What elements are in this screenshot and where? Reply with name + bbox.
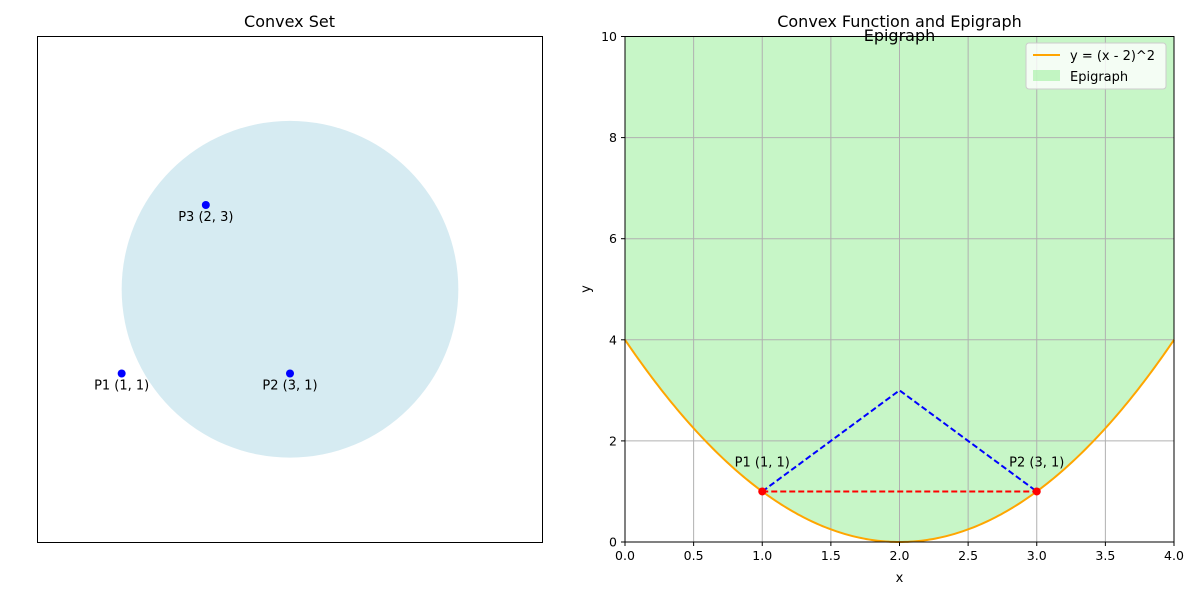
left-point-1 xyxy=(117,369,126,378)
x-tick-label-0: 0.0 xyxy=(615,548,635,563)
right-point-label-1: P1 (1, 1) xyxy=(735,455,790,470)
x-tick-label-8: 4.0 xyxy=(1164,548,1184,563)
x-tick-label-6: 3.0 xyxy=(1027,548,1047,563)
right-point-label-2: P2 (3, 1) xyxy=(1009,455,1064,470)
right-point-1 xyxy=(758,487,767,496)
x-axis-ticks: 0.0 0.5 1.0 1.5 2.0 2.5 3.0 3.5 4.0 xyxy=(615,542,1184,563)
left-point-3 xyxy=(201,201,210,209)
x-tick-label-5: 2.5 xyxy=(958,548,978,563)
legend-curve-label: y = (x - 2)^2 xyxy=(1070,49,1155,64)
left-chart-title: Convex Set xyxy=(244,12,335,31)
y-axis-ticks: 0 2 4 6 8 10 xyxy=(601,29,625,550)
legend: y = (x - 2)^2 Epigraph xyxy=(1025,42,1167,90)
x-tick-label-3: 1.5 xyxy=(821,548,841,563)
y-tick-label-5: 10 xyxy=(601,29,617,44)
right-point-2 xyxy=(1032,487,1041,496)
y-tick-label-1: 2 xyxy=(609,433,617,448)
epigraph-annotation: Epigraph xyxy=(864,26,936,45)
legend-epigraph-swatch xyxy=(1033,70,1060,81)
y-tick-label-0: 0 xyxy=(609,535,617,550)
legend-epigraph-label: Epigraph xyxy=(1070,70,1128,85)
left-point-label-3: P3 (2, 3) xyxy=(178,210,233,225)
left-points-layer: P1 (1, 1) P2 (3, 1) P3 (2, 3) xyxy=(94,201,318,394)
left-point-label-1: P1 (1, 1) xyxy=(94,379,149,394)
segments-layer xyxy=(761,389,1038,493)
legend-box xyxy=(1025,42,1167,90)
y-tick-label-3: 6 xyxy=(609,231,617,246)
y-axis-label: y xyxy=(579,285,594,293)
convex-set-panel: Convex Set P1 (1, 1) P2 (3, 1) P3 (2, 3) xyxy=(37,12,543,543)
left-point-2 xyxy=(286,369,294,378)
x-tick-label-4: 2.0 xyxy=(890,548,910,563)
left-axes-frame xyxy=(37,36,543,543)
x-axis-label: x xyxy=(896,571,904,586)
y-tick-label-2: 4 xyxy=(609,332,617,347)
left-point-label-2: P2 (3, 1) xyxy=(262,379,317,394)
right-points-layer: P1 (1, 1) P2 (3, 1) xyxy=(735,455,1064,496)
dashed-segment-2 xyxy=(761,389,1038,493)
x-tick-label-7: 3.5 xyxy=(1095,548,1115,563)
y-tick-label-4: 8 xyxy=(609,130,617,145)
right-chart-title: Convex Function and Epigraph xyxy=(777,12,1022,31)
epigraph-panel: P1 (1, 1) P2 (3, 1) 0.0 0.5 1.0 1.5 2.0 2.5 3.0… xyxy=(579,12,1184,586)
x-tick-label-1: 0.5 xyxy=(684,548,704,563)
convex-set-region xyxy=(121,120,459,458)
x-tick-label-2: 1.0 xyxy=(752,548,772,563)
